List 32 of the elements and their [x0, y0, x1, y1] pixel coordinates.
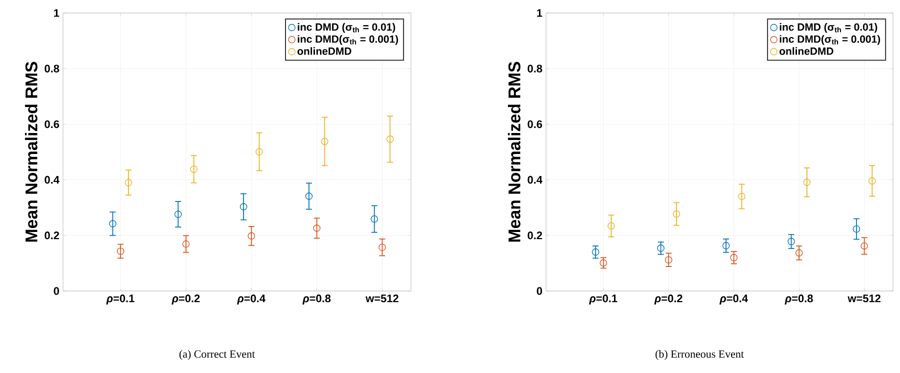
y-tick-label: 0: [536, 287, 542, 295]
x-tick-label: w=512: [848, 294, 880, 302]
text: (b) Erroneous Event: [656, 350, 744, 360]
legend-label: onlineDMD: [297, 47, 352, 55]
x-tick-label: ρ=0.2: [172, 294, 200, 304]
x-tick-label: ρ=0.4: [237, 294, 266, 304]
legend-label: onlineDMD: [780, 47, 834, 55]
y-tick-label: 0.2: [528, 232, 542, 240]
x-tick-label: ρ=0.4: [719, 294, 748, 304]
y-tick-label: 1: [54, 9, 60, 17]
legend-label: inc DMD (σ$_{th}$ = 0.01): [780, 23, 878, 33]
y-tick-label: 0.8: [44, 64, 60, 72]
text: (a) Correct Event: [179, 350, 255, 360]
x-tick-label: ρ=0.1: [589, 294, 618, 304]
y-tick-label: 0.4: [528, 176, 542, 184]
x-tick-label: w=512: [366, 294, 398, 302]
y-axis-title: Mean Normalized RMS: [508, 62, 520, 242]
legend-label: inc DMD(σ$_{th}$ = 0.001): [780, 35, 880, 45]
y-tick-label: 0: [54, 287, 60, 295]
y-axis-title: Mean Normalized RMS: [24, 62, 38, 242]
legend-label: inc DMD(σ$_{th}$ = 0.001): [298, 35, 398, 45]
y-tick-label: 1: [537, 9, 542, 17]
x-tick-label: ρ=0.1: [106, 294, 134, 304]
x-tick-label: ρ=0.2: [654, 294, 682, 304]
x-tick-label: ρ=0.8: [784, 294, 813, 304]
y-tick-label: 0.4: [44, 176, 60, 184]
y-tick-label: 0.6: [44, 120, 60, 128]
y-tick-label: 0.6: [528, 120, 542, 128]
y-tick-label: 0.8: [528, 64, 542, 72]
y-tick-label: 0.2: [44, 232, 60, 240]
x-tick-label: ρ=0.8: [302, 294, 331, 304]
legend-label: inc DMD (σ$_{th}$ = 0.01): [298, 23, 396, 33]
